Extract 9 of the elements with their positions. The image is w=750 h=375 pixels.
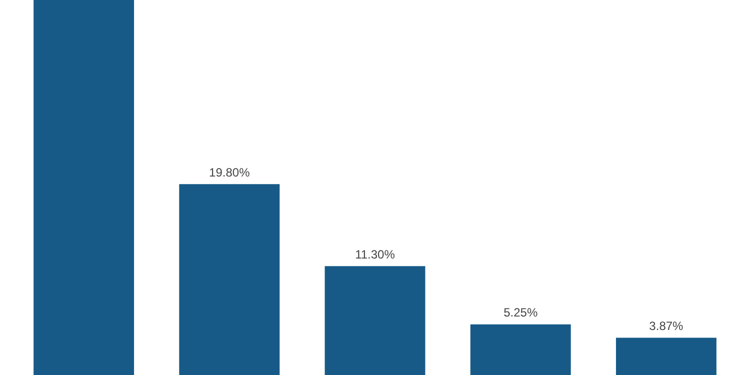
data-label: 19.80% [209, 165, 250, 180]
bar [616, 338, 716, 375]
bar [324, 266, 426, 375]
bar [34, 0, 134, 375]
data-label: 5.25% [504, 306, 538, 320]
data-label: 3.87% [649, 319, 684, 334]
bar [179, 184, 280, 375]
bar [470, 324, 571, 375]
data-label: 11.30% [355, 247, 396, 262]
